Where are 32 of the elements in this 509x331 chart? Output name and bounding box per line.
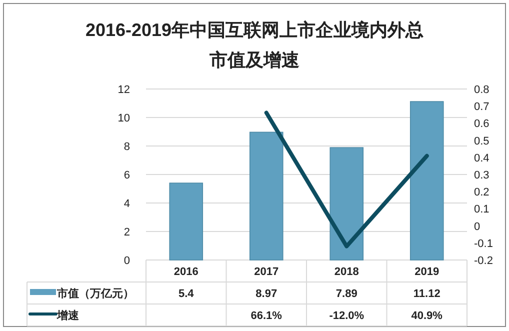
y2-tick-label: -0.1 bbox=[474, 238, 493, 250]
y2-tick-label: 0.6 bbox=[474, 118, 490, 130]
x-tick-label: 2017 bbox=[254, 266, 279, 278]
y2-tick-label: 0.5 bbox=[474, 135, 490, 148]
y2-tick-label: 0.1 bbox=[474, 204, 490, 216]
y2-tick-label: 0.4 bbox=[474, 152, 490, 164]
y-tick-label: 6 bbox=[124, 170, 130, 182]
data-label: 11.12 bbox=[413, 288, 440, 300]
y2-tick-label: 0.7 bbox=[474, 101, 490, 114]
data-label: -12.0% bbox=[329, 310, 364, 322]
legend-label: 市值（万亿元） bbox=[56, 287, 134, 300]
legend-label: 增速 bbox=[56, 309, 80, 322]
y-tick-label: 2 bbox=[124, 226, 130, 238]
y-tick-label: 10 bbox=[118, 112, 130, 124]
y2-tick-label: 0 bbox=[474, 220, 480, 233]
y-tick-label: 0 bbox=[124, 255, 130, 267]
data-label: 8.97 bbox=[256, 288, 278, 300]
y2-tick-label: 0.2 bbox=[474, 186, 490, 199]
data-label: 66.1% bbox=[250, 310, 282, 322]
y2-tick-label: 0.8 bbox=[474, 84, 490, 96]
x-tick-label: 2019 bbox=[414, 266, 440, 278]
y-tick-label: 8 bbox=[124, 141, 130, 153]
y-tick-label: 4 bbox=[124, 198, 130, 210]
y-tick-label: 12 bbox=[118, 84, 130, 96]
title: 2016-2019年中国互联网上市企业境内外总市值及增速 bbox=[85, 20, 424, 70]
data-label: 7.89 bbox=[336, 288, 358, 300]
x-tick-label: 2018 bbox=[334, 266, 359, 278]
y2-tick-label: 0.3 bbox=[474, 170, 490, 182]
data-label: 40.9% bbox=[411, 310, 443, 322]
data-label: 5.4 bbox=[178, 288, 195, 300]
x-tick-label: 2016 bbox=[174, 266, 198, 278]
y2-tick-label: -0.2 bbox=[474, 255, 493, 267]
